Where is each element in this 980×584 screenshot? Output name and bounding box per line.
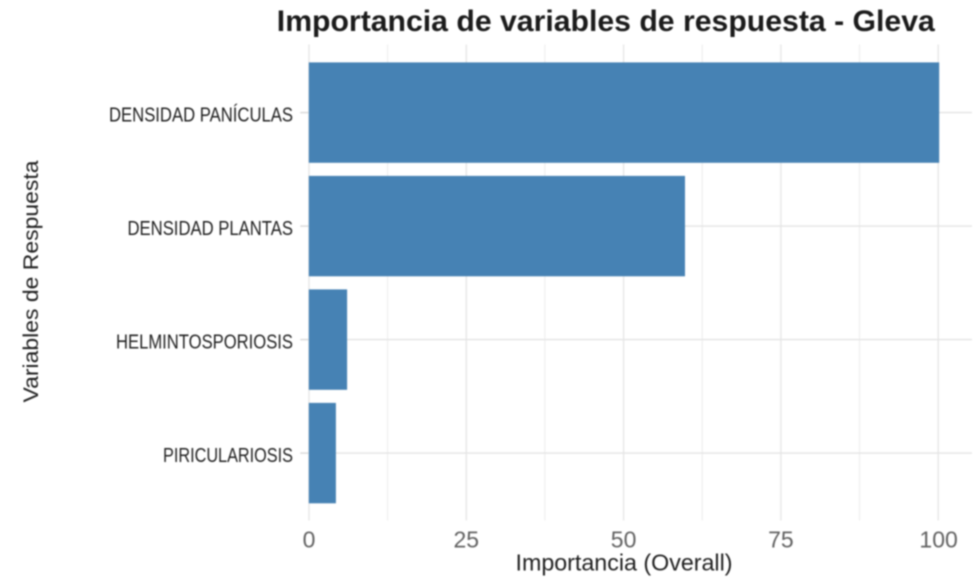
svg-text:50: 50 [611,527,637,553]
svg-text:Importancia de variables de re: Importancia de variables de respuesta - … [277,5,935,38]
svg-text:75: 75 [768,527,794,553]
svg-text:100: 100 [919,527,957,553]
svg-text:DENSIDAD PLANTAS: DENSIDAD PLANTAS [128,218,294,240]
svg-text:Variables de Respuesta: Variables de Respuesta [20,160,43,402]
svg-text:DENSIDAD PANÍCULAS: DENSIDAD PANÍCULAS [109,103,293,126]
svg-text:HELMINTOSPORIOSIS: HELMINTOSPORIOSIS [116,331,293,353]
svg-text:PIRICULARIOSIS: PIRICULARIOSIS [163,445,293,467]
svg-text:25: 25 [454,527,480,553]
svg-text:0: 0 [303,527,316,553]
svg-text:Importancia (Overall): Importancia (Overall) [516,550,733,576]
